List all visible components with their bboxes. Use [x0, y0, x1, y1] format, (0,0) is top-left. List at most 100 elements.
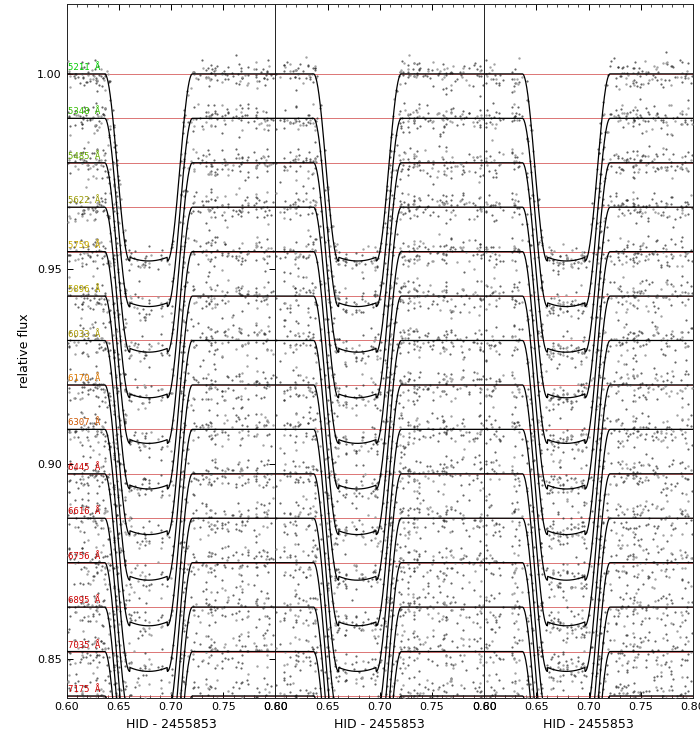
- Point: [628, 260, 639, 272]
- Point: [435, 565, 446, 577]
- Point: [357, 459, 368, 471]
- Point: [489, 272, 500, 283]
- Point: [594, 398, 606, 410]
- Point: [89, 63, 100, 75]
- Point: [326, 681, 337, 693]
- Point: [578, 631, 589, 643]
- Point: [195, 360, 206, 372]
- Point: [322, 395, 333, 407]
- Point: [77, 289, 88, 301]
- Point: [566, 260, 578, 272]
- Point: [391, 655, 402, 667]
- Point: [422, 466, 433, 477]
- Point: [302, 330, 314, 342]
- Point: [206, 295, 217, 307]
- Point: [386, 368, 397, 380]
- Point: [618, 680, 629, 692]
- Point: [680, 248, 692, 260]
- Point: [74, 110, 85, 122]
- Point: [263, 159, 274, 171]
- Point: [650, 368, 662, 380]
- Point: [386, 435, 398, 447]
- Point: [92, 200, 103, 212]
- Point: [438, 342, 449, 354]
- Point: [680, 510, 691, 522]
- Point: [666, 548, 678, 560]
- Point: [108, 621, 120, 633]
- Point: [680, 680, 691, 692]
- Point: [399, 277, 410, 289]
- Point: [90, 329, 101, 341]
- Point: [323, 718, 334, 730]
- Point: [640, 500, 651, 512]
- Point: [370, 392, 381, 404]
- Point: [652, 162, 663, 174]
- Point: [614, 203, 625, 215]
- Point: [557, 512, 568, 524]
- Point: [303, 109, 314, 121]
- Point: [565, 480, 576, 492]
- Point: [463, 196, 475, 208]
- Point: [404, 570, 415, 582]
- Point: [366, 254, 377, 266]
- Point: [118, 545, 129, 557]
- Point: [650, 71, 661, 83]
- Point: [614, 283, 625, 295]
- Point: [84, 578, 95, 590]
- Point: [77, 322, 88, 333]
- Point: [624, 207, 636, 219]
- Point: [528, 550, 539, 562]
- Point: [609, 557, 620, 569]
- Point: [386, 442, 397, 454]
- Point: [668, 673, 679, 685]
- Point: [115, 651, 126, 662]
- Point: [309, 389, 321, 401]
- Point: [297, 337, 308, 349]
- Point: [391, 560, 402, 572]
- Point: [384, 517, 395, 529]
- Point: [203, 404, 214, 416]
- Point: [185, 83, 196, 95]
- Point: [309, 630, 321, 642]
- Point: [578, 474, 589, 486]
- Point: [200, 464, 211, 476]
- Point: [107, 481, 118, 493]
- Point: [111, 739, 122, 746]
- Point: [375, 433, 386, 445]
- Point: [178, 729, 190, 741]
- Point: [237, 424, 248, 436]
- Point: [640, 421, 652, 433]
- Point: [532, 327, 543, 339]
- Point: [600, 606, 611, 618]
- Point: [330, 537, 341, 549]
- Point: [237, 469, 248, 481]
- Point: [204, 504, 216, 515]
- Point: [593, 360, 604, 372]
- Point: [251, 286, 262, 298]
- Point: [620, 156, 631, 168]
- Point: [617, 648, 628, 659]
- Point: [603, 199, 614, 211]
- Point: [561, 495, 573, 507]
- Point: [108, 678, 120, 690]
- Point: [108, 381, 120, 393]
- Point: [438, 610, 449, 622]
- Point: [113, 585, 124, 597]
- Point: [206, 165, 217, 177]
- Point: [528, 742, 540, 746]
- Point: [350, 730, 361, 742]
- Point: [457, 552, 468, 564]
- Point: [391, 130, 402, 142]
- Point: [64, 363, 76, 375]
- Point: [527, 229, 538, 241]
- Point: [441, 508, 452, 520]
- Point: [78, 247, 90, 259]
- Point: [536, 480, 547, 492]
- Point: [284, 245, 295, 257]
- Point: [120, 601, 131, 613]
- Point: [366, 339, 377, 351]
- Point: [549, 528, 560, 540]
- Point: [119, 649, 130, 661]
- Point: [680, 472, 691, 484]
- Point: [265, 344, 276, 356]
